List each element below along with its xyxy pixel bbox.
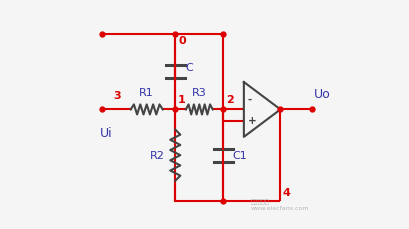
- Text: 0: 0: [178, 36, 185, 46]
- Text: R3: R3: [191, 87, 206, 97]
- Text: +: +: [247, 116, 256, 126]
- Text: C1: C1: [232, 150, 247, 161]
- Text: 3: 3: [113, 91, 121, 101]
- Text: Ui: Ui: [100, 126, 112, 139]
- Text: Uo: Uo: [313, 88, 330, 101]
- Text: 电子发烧友
www.elecfans.com: 电子发烧友 www.elecfans.com: [250, 199, 308, 210]
- Text: 2: 2: [225, 94, 233, 104]
- Text: R1: R1: [139, 87, 154, 97]
- Text: 4: 4: [282, 188, 290, 198]
- Text: -: -: [247, 95, 251, 105]
- Text: R2: R2: [150, 150, 164, 161]
- Text: 1: 1: [178, 94, 185, 104]
- Text: C: C: [185, 63, 193, 73]
